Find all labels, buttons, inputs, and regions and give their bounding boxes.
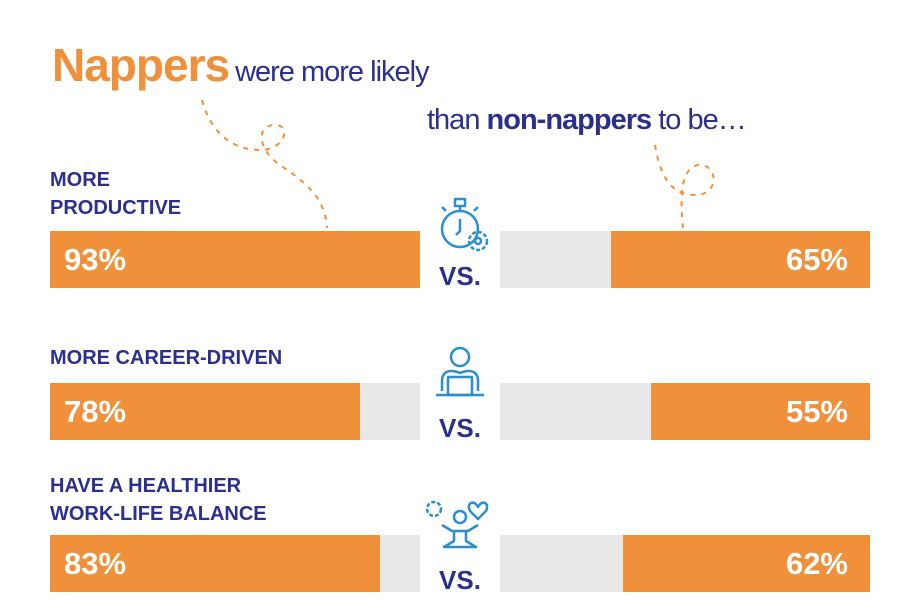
nappers-bar — [50, 383, 361, 440]
nappers-value: 93% — [64, 242, 127, 277]
row-label: MORE CAREER-DRIVEN — [50, 347, 283, 369]
non-nappers-bar — [651, 383, 870, 440]
nappers-value: 83% — [64, 546, 127, 581]
decorative-dashed-lines — [201, 99, 715, 229]
row-label: MORE PRODUCTIVE — [50, 169, 182, 219]
title-line-2: than non-nappers to be… — [427, 104, 747, 137]
vs-label: VS. — [439, 565, 481, 595]
title-highlight: Nappers — [52, 39, 230, 91]
non-nappers-track: 65% — [500, 231, 870, 288]
non-nappers-track: 55% — [500, 383, 870, 440]
non-nappers-value: 65% — [785, 242, 848, 277]
nappers-track: 93% — [50, 231, 421, 288]
title-post: to be… — [658, 104, 746, 136]
nappers-bar — [50, 535, 381, 592]
non-nappers-bar — [623, 535, 870, 592]
non-nappers-value: 55% — [785, 394, 848, 429]
title-bold: non-nappers — [486, 104, 653, 136]
stopwatch-gear-icon — [440, 197, 489, 252]
meditation-gear-heart-icon — [425, 500, 489, 549]
nappers-bar — [50, 231, 421, 288]
person-laptop-icon — [436, 346, 484, 397]
nappers-track: 83% — [50, 535, 420, 592]
non-nappers-bar — [611, 231, 870, 288]
non-nappers-track: 62% — [500, 535, 870, 592]
nappers-value: 78% — [64, 394, 127, 429]
vs-label: VS. — [439, 261, 481, 291]
vs-label: VS. — [439, 413, 481, 443]
title-rest: were more likely — [235, 56, 429, 88]
title-pre: than — [427, 104, 480, 136]
nappers-track: 78% — [50, 383, 420, 440]
non-nappers-value: 62% — [785, 546, 848, 581]
row-label: HAVE A HEALTHIER WORK-LIFE BALANCE — [50, 475, 267, 525]
title-line-1: Nappers were more likely — [52, 38, 430, 92]
